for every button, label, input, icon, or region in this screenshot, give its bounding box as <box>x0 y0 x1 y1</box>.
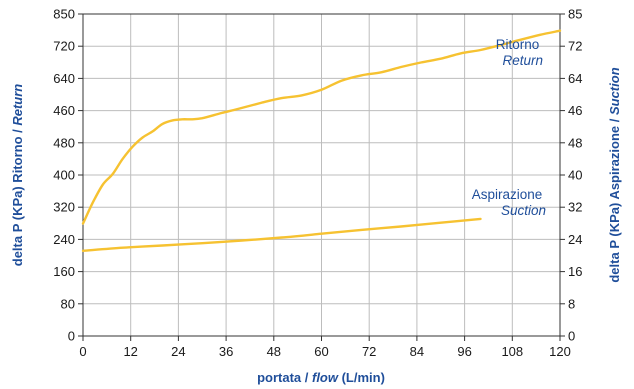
y-axis-title-left-italic: Return <box>10 84 25 126</box>
x-ticks: 0 12 24 36 48 60 72 84 96 108 120 <box>79 336 571 359</box>
x-tick-label: 96 <box>457 344 471 359</box>
series-line-return <box>81 29 562 225</box>
y-axis-title-left: delta P (KPa) Ritorno / Return <box>10 84 25 267</box>
y-tick-label-left: 160 <box>53 264 75 279</box>
y-tick-label-left: 240 <box>53 232 75 247</box>
y-ticks-right: 0 8 16 24 32 40 48 46 64 72 85 <box>560 7 582 344</box>
y-axis-title-right: delta P (KPa) Aspirazione / Suction <box>607 67 622 282</box>
x-tick-label: 12 <box>123 344 137 359</box>
series-label-return: Ritorno Return <box>496 37 543 68</box>
y-tick-label-left: 720 <box>53 39 75 54</box>
x-tick-label: 72 <box>362 344 376 359</box>
y-axis-title-right-main: delta P (KPa) Aspirazione / <box>607 115 622 283</box>
y-tick-label-right: 72 <box>568 39 582 54</box>
series-label-return-main: Ritorno <box>496 37 540 52</box>
series-label-suction: Aspirazione Suction <box>472 187 546 218</box>
x-tick-label: 0 <box>79 344 86 359</box>
x-tick-label: 120 <box>549 344 571 359</box>
x-tick-label: 60 <box>314 344 328 359</box>
y-tick-label-left: 400 <box>53 168 75 183</box>
x-tick-label: 48 <box>267 344 281 359</box>
series-label-suction-italic: Suction <box>501 203 546 218</box>
series-lines <box>81 29 562 252</box>
series-label-suction-main: Aspirazione <box>472 187 543 202</box>
x-axis-title-unit: (L/min) <box>338 370 385 385</box>
x-axis-title-italic: flow <box>312 370 339 385</box>
y-tick-label-right: 46 <box>568 103 582 118</box>
series-line-suction <box>81 217 482 252</box>
y-tick-label-right: 64 <box>568 71 582 86</box>
grid <box>83 14 560 336</box>
y-tick-label-right: 40 <box>568 168 582 183</box>
y-tick-label-right: 32 <box>568 200 582 215</box>
y-tick-label-right: 8 <box>568 296 575 311</box>
y-ticks-left: 0 80 160 240 320 400 480 460 640 720 850 <box>53 7 83 344</box>
y-tick-label-right: 0 <box>568 329 575 344</box>
y-tick-label-left: 850 <box>53 7 75 22</box>
y-tick-label-right: 24 <box>568 232 582 247</box>
x-axis-title: portata / flow (L/min) <box>257 370 385 385</box>
y-tick-label-right: 48 <box>568 135 582 150</box>
y-tick-label-left: 640 <box>53 71 75 86</box>
x-tick-label: 84 <box>410 344 424 359</box>
x-tick-label: 24 <box>171 344 185 359</box>
y-tick-label-left: 320 <box>53 200 75 215</box>
y-tick-label-left: 0 <box>68 329 75 344</box>
x-tick-label: 108 <box>501 344 523 359</box>
y-tick-label-left: 480 <box>53 135 75 150</box>
y-axis-title-left-main: delta P (KPa) Ritorno / <box>10 126 25 267</box>
x-tick-label: 36 <box>219 344 233 359</box>
y-tick-label-left: 460 <box>53 103 75 118</box>
x-axis-title-main: portata / <box>257 370 312 385</box>
y-tick-label-right: 16 <box>568 264 582 279</box>
y-axis-title-right-italic: Suction <box>607 67 622 115</box>
y-tick-label-left: 80 <box>61 296 75 311</box>
series-label-return-italic: Return <box>502 53 543 68</box>
y-tick-label-right: 85 <box>568 7 582 22</box>
